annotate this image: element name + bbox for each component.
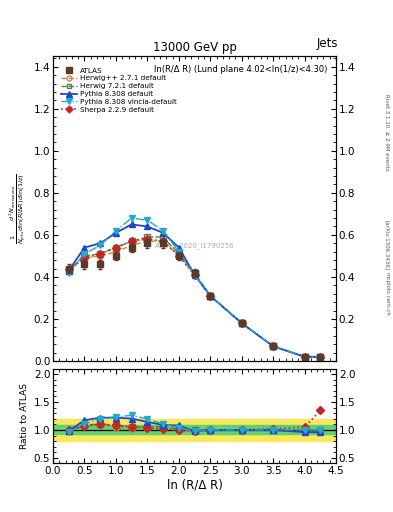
Herwig++ 2.7.1 default [66, 268, 71, 274]
Herwig++ 2.7.1 default [318, 354, 323, 360]
Herwig++ 2.7.1 default [176, 253, 181, 259]
Herwig 7.2.1 default [302, 354, 307, 360]
Sherpa 2.2.9 default [145, 236, 150, 242]
Herwig 7.2.1 default [129, 238, 134, 244]
Pythia 8.308 vincia-default [129, 215, 134, 221]
Line: Pythia 8.308 vincia-default: Pythia 8.308 vincia-default [65, 215, 324, 360]
Herwig++ 2.7.1 default [82, 255, 87, 261]
Herwig 7.2.1 default [208, 293, 213, 299]
Text: ATLAS_2020_I1790256: ATLAS_2020_I1790256 [155, 242, 234, 248]
Herwig++ 2.7.1 default [114, 249, 118, 255]
Pythia 8.308 vincia-default [208, 293, 213, 299]
Sherpa 2.2.9 default [176, 253, 181, 259]
Herwig++ 2.7.1 default [239, 320, 244, 326]
Herwig++ 2.7.1 default [161, 238, 165, 244]
Pythia 8.308 vincia-default [318, 354, 323, 360]
Pythia 8.308 default [318, 354, 323, 360]
Sherpa 2.2.9 default [271, 343, 275, 349]
Text: ln(R/Δ R) (Lund plane 4.02<ln(1/z)<4.30): ln(R/Δ R) (Lund plane 4.02<ln(1/z)<4.30) [154, 66, 327, 74]
Text: Jets: Jets [316, 37, 338, 50]
Line: Herwig 7.2.1 default: Herwig 7.2.1 default [66, 234, 323, 359]
Text: Rivet 3.1.10, ≥ 2.9M events: Rivet 3.1.10, ≥ 2.9M events [385, 94, 389, 171]
Sherpa 2.2.9 default [302, 354, 307, 360]
Pythia 8.308 vincia-default [302, 354, 307, 360]
Pythia 8.308 default [145, 223, 150, 229]
Text: mcplots.cern.ch: mcplots.cern.ch [385, 272, 389, 316]
Herwig 7.2.1 default [145, 234, 150, 240]
Herwig++ 2.7.1 default [145, 238, 150, 244]
Sherpa 2.2.9 default [161, 238, 165, 244]
Pythia 8.308 default [176, 244, 181, 250]
Sherpa 2.2.9 default [114, 244, 118, 250]
Text: [arXiv:1306.3436]: [arXiv:1306.3436] [385, 220, 389, 270]
Pythia 8.308 default [129, 221, 134, 227]
Bar [53, 425, 336, 434]
Sherpa 2.2.9 default [208, 293, 213, 299]
Herwig 7.2.1 default [239, 320, 244, 326]
Pythia 8.308 vincia-default [192, 272, 197, 278]
Herwig 7.2.1 default [98, 251, 103, 257]
Bar [53, 419, 336, 441]
Pythia 8.308 default [302, 354, 307, 360]
Y-axis label: Ratio to ATLAS: Ratio to ATLAS [20, 383, 29, 449]
Pythia 8.308 default [208, 293, 213, 299]
Sherpa 2.2.9 default [239, 320, 244, 326]
Herwig 7.2.1 default [318, 354, 323, 360]
Pythia 8.308 vincia-default [145, 217, 150, 223]
Line: Herwig++ 2.7.1 default: Herwig++ 2.7.1 default [66, 239, 323, 359]
Sherpa 2.2.9 default [318, 354, 323, 360]
Sherpa 2.2.9 default [98, 251, 103, 257]
Sherpa 2.2.9 default [66, 265, 71, 271]
Pythia 8.308 vincia-default [114, 228, 118, 234]
Herwig++ 2.7.1 default [192, 272, 197, 278]
Line: Pythia 8.308 default: Pythia 8.308 default [65, 221, 324, 360]
Pythia 8.308 vincia-default [176, 249, 181, 255]
Pythia 8.308 default [239, 320, 244, 326]
Herwig++ 2.7.1 default [208, 293, 213, 299]
Pythia 8.308 default [114, 230, 118, 236]
Herwig 7.2.1 default [176, 251, 181, 257]
Title: 13000 GeV pp: 13000 GeV pp [152, 41, 237, 54]
Herwig 7.2.1 default [161, 234, 165, 240]
Pythia 8.308 default [98, 240, 103, 246]
Pythia 8.308 vincia-default [98, 242, 103, 248]
Herwig 7.2.1 default [192, 270, 197, 276]
Herwig++ 2.7.1 default [302, 354, 307, 360]
Pythia 8.308 default [271, 343, 275, 349]
Line: Sherpa 2.2.9 default: Sherpa 2.2.9 default [66, 237, 323, 359]
Pythia 8.308 default [82, 244, 87, 250]
X-axis label: ln (R/Δ R): ln (R/Δ R) [167, 479, 222, 492]
Pythia 8.308 vincia-default [66, 270, 71, 276]
Pythia 8.308 vincia-default [271, 343, 275, 349]
Herwig 7.2.1 default [66, 268, 71, 274]
Pythia 8.308 default [192, 272, 197, 278]
Herwig++ 2.7.1 default [271, 343, 275, 349]
Pythia 8.308 default [161, 230, 165, 236]
Herwig++ 2.7.1 default [98, 253, 103, 259]
Legend: ATLAS, Herwig++ 2.7.1 default, Herwig 7.2.1 default, Pythia 8.308 default, Pythi: ATLAS, Herwig++ 2.7.1 default, Herwig 7.… [59, 66, 178, 114]
Sherpa 2.2.9 default [192, 272, 197, 278]
Herwig++ 2.7.1 default [129, 242, 134, 248]
Pythia 8.308 vincia-default [239, 320, 244, 326]
Y-axis label: $\frac{1}{N_{\rm jets}}\frac{d^2N_{\rm emissions}}{d\ln(R/\Delta R)\,d\ln(1/z)}$: $\frac{1}{N_{\rm jets}}\frac{d^2N_{\rm e… [7, 173, 28, 244]
Herwig 7.2.1 default [82, 253, 87, 259]
Herwig 7.2.1 default [271, 343, 275, 349]
Pythia 8.308 vincia-default [161, 228, 165, 234]
Sherpa 2.2.9 default [129, 238, 134, 244]
Pythia 8.308 default [66, 268, 71, 274]
Pythia 8.308 vincia-default [82, 251, 87, 257]
Sherpa 2.2.9 default [82, 255, 87, 261]
Herwig 7.2.1 default [114, 244, 118, 250]
